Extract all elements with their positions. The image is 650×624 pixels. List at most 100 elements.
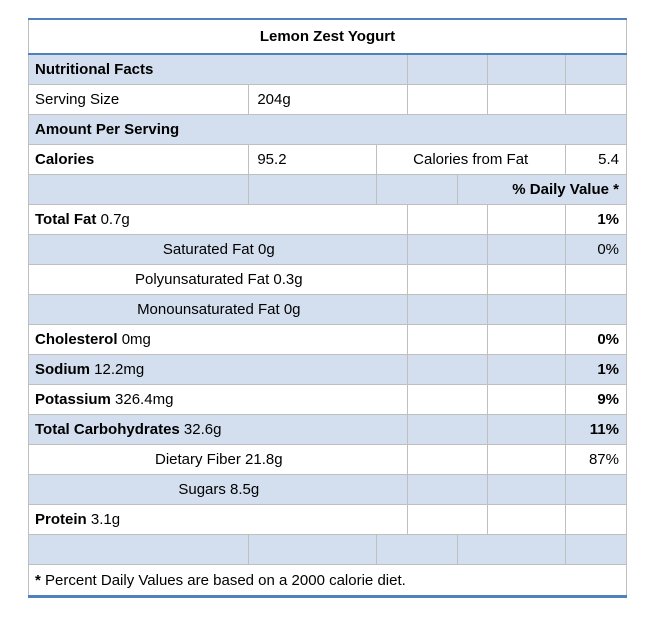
nutrient-name: Total Carbohydrates [35,421,180,438]
nutrient-row-total-fat: Total Fat 0.7g 1% [28,204,628,235]
empty-cell [486,384,566,415]
nutrient-amount: 326.4mg [115,391,174,408]
empty-cell [486,504,566,535]
serving-size-value: 204g [248,84,408,115]
nutrient-name: Potassium [35,391,111,408]
calories-from-fat-label: Calories from Fat [375,144,566,175]
nutrient-amount: 0mg [121,331,151,348]
nutrient-daily-value [564,474,628,505]
nutrient-daily-value: 0% [564,234,628,265]
nutrient-name: Sugars [178,481,226,498]
nutrient-name: Cholesterol [35,331,118,348]
nutrient-name: Total Fat [35,211,97,228]
nutrient-amount: 0.7g [100,211,130,228]
nutrient-daily-value: 9% [564,384,628,415]
serving-size-label: Serving Size [27,84,250,115]
nutrient-name: Polyunsaturated Fat [134,271,270,288]
empty-cell [406,234,488,265]
nutrient-amount: 3.1g [90,511,121,528]
nutrient-label: Potassium 326.4mg [28,384,408,415]
nutrient-row-potassium: Potassium 326.4mg 9% [28,384,628,415]
nutrient-daily-value: 1% [564,354,628,385]
empty-cell [486,414,566,445]
footnote-asterisk: * [35,571,41,589]
empty-cell [486,474,566,505]
empty-cell [406,474,488,505]
title-row: Lemon Zest Yogurt [28,18,627,55]
nutrient-daily-value [564,504,628,535]
nutrient-amount: 8.5g [230,481,260,498]
empty-cell [486,354,566,385]
empty-cell [248,534,377,565]
empty-cell [406,504,488,535]
nutrient-daily-value: 11% [564,414,628,445]
nutrient-daily-value: 0% [564,324,628,355]
nutritional-facts-header-row: Nutritional Facts [28,53,628,85]
calories-label: Calories [27,144,250,175]
nutrient-label: Total Fat 0.7g [28,204,408,235]
amount-per-serving-row: Amount Per Serving [28,114,627,145]
empty-cell [375,174,458,205]
nutrient-amount: 0g [283,301,301,318]
nutrient-amount: 0.3g [273,271,303,288]
nutrient-name: Dietary Fiber [155,451,241,468]
empty-cell [564,84,628,115]
empty-cell [27,534,250,565]
nutrient-label: Protein 3.1g [28,504,408,535]
empty-cell [248,174,377,205]
daily-value-heading: % Daily Value * [456,174,628,205]
nutrient-row-protein: Protein 3.1g [28,504,628,535]
serving-size-row: Serving Size 204g [27,84,628,115]
empty-cell [406,53,488,85]
nutrient-row-sodium: Sodium 12.2mg 1% [28,354,628,385]
empty-cell [486,444,566,475]
footnote-text: Percent Daily Values are based on a 2000… [45,571,406,589]
nutrient-label: Total Carbohydrates 32.6g [28,414,408,445]
nutrient-label: Dietary Fiber 21.8g [28,444,408,475]
empty-cell [406,414,488,445]
nutrition-facts-table: Lemon Zest Yogurt Nutritional Facts Serv… [27,18,628,598]
nutrient-daily-value [564,294,628,325]
nutrient-label: Polyunsaturated Fat 0.3g [28,264,408,295]
nutrient-row-saturated-fat: Saturated Fat 0g 0% [28,234,628,265]
nutrient-daily-value: 1% [564,204,628,235]
nutrient-label: Sugars 8.5g [28,474,408,505]
nutrient-name: Monounsaturated Fat [137,301,280,318]
empty-cell [486,84,566,115]
calories-row: Calories 95.2 Calories from Fat 5.4 [27,144,628,175]
nutrient-row-total-carbohydrates: Total Carbohydrates 32.6g 11% [28,414,628,445]
nutrient-row-dietary-fiber: Dietary Fiber 21.8g 87% [28,444,628,475]
empty-cell [486,53,566,85]
empty-cell [486,294,566,325]
footnote: * Percent Daily Values are based on a 20… [28,564,627,597]
nutrient-amount: 21.8g [245,451,283,468]
empty-cell [564,534,628,565]
nutrient-label: Saturated Fat 0g [28,234,408,265]
empty-cell [406,354,488,385]
empty-cell [486,204,566,235]
nutrient-label: Cholesterol 0mg [28,324,408,355]
empty-cell [406,204,488,235]
nutrient-amount: 12.2mg [94,361,145,378]
calories-from-fat-value: 5.4 [564,144,628,175]
amount-per-serving-heading: Amount Per Serving [28,114,627,145]
empty-cell [406,264,488,295]
nutritional-facts-heading: Nutritional Facts [28,53,408,85]
empty-cell [564,53,628,85]
nutrient-name: Saturated Fat [162,241,254,258]
empty-cell [406,324,488,355]
empty-cell [486,324,566,355]
empty-cell [486,234,566,265]
nutrient-label: Monounsaturated Fat 0g [28,294,408,325]
empty-cell [406,444,488,475]
nutrient-label: Sodium 12.2mg [28,354,408,385]
nutrient-row-polyunsaturated-fat: Polyunsaturated Fat 0.3g [28,264,628,295]
daily-value-header-row: % Daily Value * [27,174,628,205]
nutrient-amount: 32.6g [183,421,222,438]
empty-cell [406,84,488,115]
nutrient-name: Protein [35,511,87,528]
spacer-row [27,534,628,565]
nutrient-row-cholesterol: Cholesterol 0mg 0% [28,324,628,355]
nutrient-row-sugars: Sugars 8.5g [28,474,628,505]
